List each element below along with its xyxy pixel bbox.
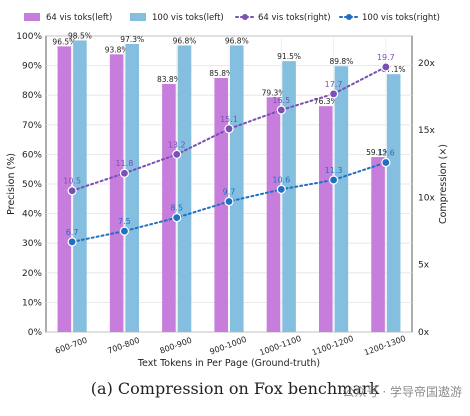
line-value-label: 6.7 <box>66 228 79 237</box>
y-right-tick-label: 20x <box>418 59 435 69</box>
bar-64-vis-toks <box>162 83 176 333</box>
line-point <box>224 196 234 207</box>
line-point <box>172 213 182 223</box>
compression-chart: 0% 10% 20% 30% 40% 50% 60% 70% 80% 90% 100% 0x 5x 10x… <box>6 13 449 369</box>
legend-swatch <box>130 13 146 21</box>
y-left-tick-label: 40% <box>22 210 42 220</box>
x-axis-label: Text Tokens in Per Page (Ground-truth) <box>137 358 320 369</box>
bar-value-label: 93.8% <box>105 45 129 54</box>
bar-value-label: 59.1% <box>366 148 390 157</box>
bar-value-label: 96.8% <box>225 36 249 45</box>
legend-label: 100 vis toks(right) <box>362 13 440 23</box>
x-tick-label: 1000-1100 <box>258 334 302 357</box>
x-tick-label: 1200-1300 <box>363 334 407 357</box>
line-value-label: 11.3 <box>325 166 343 175</box>
line-value-label: 9.7 <box>223 187 236 196</box>
legend-marker <box>346 14 352 20</box>
x-tick-label: 700-800 <box>106 336 140 356</box>
line-point <box>67 237 77 247</box>
line-value-label: 12.6 <box>377 148 395 157</box>
bar-100-vis-toks <box>334 66 349 332</box>
bar-64-vis-toks <box>371 157 385 332</box>
y-left-tick-label: 30% <box>22 239 42 249</box>
bar-100-vis-toks <box>282 61 296 332</box>
y-left-tick-label: 10% <box>22 298 42 308</box>
line-point <box>172 149 182 159</box>
y-right-tick-label: 0x <box>418 328 430 338</box>
x-tick-label: 600-700 <box>54 336 88 356</box>
line-value-label: 13.2 <box>168 140 186 149</box>
line-point <box>381 157 391 168</box>
line-point <box>328 89 339 99</box>
legend-label: 64 vis toks(right) <box>258 13 331 23</box>
line-value-label: 11.8 <box>116 159 134 168</box>
bar-value-label: 79.3% <box>262 88 286 97</box>
bar-value-label: 91.5% <box>277 52 301 61</box>
y-left-tick-label: 80% <box>22 91 42 101</box>
legend-marker <box>242 14 248 20</box>
y-left-tick-label: 70% <box>22 121 42 131</box>
y-left-tick-label: 50% <box>22 180 42 190</box>
bar-64-vis-toks <box>109 54 124 333</box>
bar-value-label: 87.1% <box>382 65 406 74</box>
y-right-axis-label: Compression (×) <box>438 144 449 224</box>
bar-value-label: 98.5% <box>68 31 92 40</box>
line-value-label: 17.7 <box>325 80 343 89</box>
bar-value-label: 96.8% <box>173 36 197 45</box>
bar-100-vis-toks <box>177 45 192 333</box>
line-point <box>276 184 286 194</box>
y-right-tick-label: 15x <box>418 126 435 136</box>
x-tick-label: 800-900 <box>159 336 193 356</box>
line-value-label: 19.7 <box>377 53 395 62</box>
line-value-label: 10.5 <box>63 177 81 186</box>
line-point <box>119 168 130 178</box>
x-tick-label: 1100-1200 <box>311 334 355 357</box>
bar-100-vis-toks <box>386 74 401 333</box>
bar-64-vis-toks <box>214 78 228 332</box>
line-value-label: 15.1 <box>220 115 238 124</box>
y-right-tick-label: 5x <box>418 261 430 271</box>
bar-value-label: 97.3% <box>120 35 144 44</box>
x-tick-label: 900-1000 <box>209 335 248 357</box>
legend-label: 64 vis toks(left) <box>46 13 112 23</box>
line-point <box>67 186 77 196</box>
line-point <box>276 105 286 115</box>
y-left-tick-label: 100% <box>16 32 42 42</box>
y-right-tick-label: 10x <box>418 193 435 203</box>
bar-value-label: 76.3% <box>314 97 338 106</box>
line-value-label: 10.6 <box>272 175 290 184</box>
bar-value-label: 85.8% <box>209 69 233 78</box>
y-left-tick-label: 0% <box>28 328 43 338</box>
bar-64-vis-toks <box>318 106 333 332</box>
line-point <box>224 124 234 134</box>
bar-value-label: 89.8% <box>329 57 353 66</box>
bar-value-label: 83.8% <box>157 75 181 84</box>
bar-100-vis-toks <box>73 40 87 332</box>
line-point <box>381 62 391 72</box>
bar-100-vis-toks <box>125 43 140 332</box>
line-point <box>328 175 339 185</box>
figure-caption: (a) Compression on Fox benchmark <box>90 379 380 398</box>
y-left-axis-label: Precision (%) <box>6 153 17 215</box>
bar-64-vis-toks <box>266 97 281 332</box>
legend-swatch <box>24 13 40 21</box>
legend-label: 100 vis toks(left) <box>152 13 224 23</box>
line-point <box>119 226 130 236</box>
y-left-tick-label: 20% <box>22 269 42 279</box>
line-value-label: 16.5 <box>272 96 290 105</box>
y-left-tick-label: 90% <box>22 62 42 72</box>
bar-value-label: 96.5% <box>52 37 76 46</box>
line-value-label: 7.5 <box>118 217 131 226</box>
line-value-label: 8.5 <box>170 204 183 213</box>
bar-64-vis-toks <box>57 46 72 333</box>
bar-100-vis-toks <box>230 45 244 333</box>
y-left-tick-label: 60% <box>22 150 42 160</box>
watermark: 公众号 · 学导帝国遨游 <box>342 385 462 399</box>
